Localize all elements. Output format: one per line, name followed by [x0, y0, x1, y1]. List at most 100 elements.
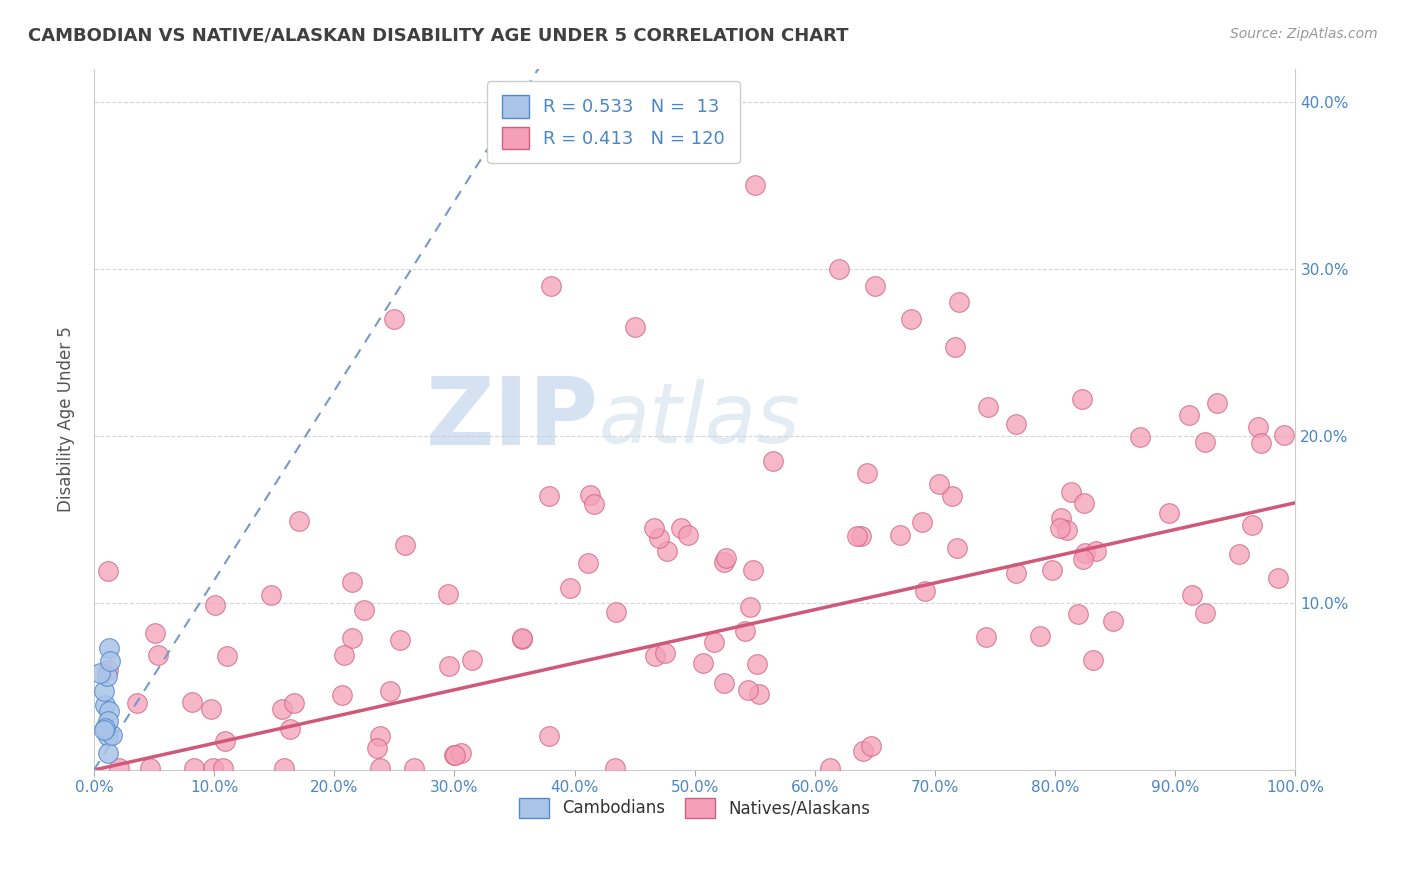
Legend: Cambodians, Natives/Alaskans: Cambodians, Natives/Alaskans	[512, 791, 877, 825]
Point	[273, 761, 295, 775]
Point	[818, 761, 841, 775]
Point	[1060, 485, 1083, 500]
Point	[107, 761, 129, 775]
Point	[96, 669, 118, 683]
Point	[202, 761, 225, 775]
Text: ZIP: ZIP	[426, 373, 599, 466]
Point	[745, 657, 768, 671]
Point	[851, 529, 873, 543]
Point	[603, 761, 626, 775]
Point	[1029, 629, 1052, 643]
Y-axis label: Disability Age Under 5: Disability Age Under 5	[58, 326, 75, 512]
Point	[145, 626, 167, 640]
Point	[389, 632, 412, 647]
Point	[1181, 588, 1204, 602]
Point	[98, 704, 121, 718]
Point	[138, 761, 160, 775]
Point	[943, 340, 966, 354]
Point	[1004, 417, 1026, 432]
Point	[914, 583, 936, 598]
Text: atlas: atlas	[599, 379, 800, 459]
Point	[1049, 521, 1071, 535]
Point	[582, 497, 605, 511]
Point	[1206, 395, 1229, 409]
Point	[450, 746, 472, 760]
Point	[101, 728, 124, 742]
Point	[669, 521, 692, 535]
Point	[948, 295, 970, 310]
Point	[977, 401, 1000, 415]
Point	[540, 278, 562, 293]
Point	[461, 653, 484, 667]
Point	[510, 632, 533, 646]
Point	[340, 631, 363, 645]
Point	[703, 634, 725, 648]
Point	[89, 665, 111, 680]
Point	[911, 515, 934, 529]
Point	[1081, 653, 1104, 667]
Point	[1074, 546, 1097, 560]
Point	[889, 527, 911, 541]
Point	[146, 648, 169, 663]
Point	[404, 761, 426, 775]
Point	[342, 574, 364, 589]
Point	[900, 312, 922, 326]
Point	[204, 598, 226, 612]
Point	[1070, 392, 1092, 406]
Point	[1050, 511, 1073, 525]
Point	[1267, 571, 1289, 585]
Point	[183, 761, 205, 775]
Point	[200, 702, 222, 716]
Point	[382, 312, 405, 326]
Point	[1085, 543, 1108, 558]
Point	[97, 663, 120, 677]
Point	[394, 538, 416, 552]
Point	[97, 746, 120, 760]
Point	[859, 739, 882, 754]
Point	[1272, 428, 1295, 442]
Point	[283, 696, 305, 710]
Point	[560, 582, 582, 596]
Point	[744, 178, 766, 193]
Point	[215, 648, 238, 663]
Point	[762, 454, 785, 468]
Point	[510, 632, 533, 647]
Point	[576, 556, 599, 570]
Point	[93, 698, 115, 713]
Point	[716, 551, 738, 566]
Point	[443, 747, 465, 762]
Point	[941, 488, 963, 502]
Point	[537, 489, 560, 503]
Point	[1178, 409, 1201, 423]
Point	[644, 648, 666, 663]
Point	[692, 656, 714, 670]
Point	[928, 477, 950, 491]
Point	[260, 589, 283, 603]
Point	[333, 648, 356, 663]
Point	[828, 262, 851, 277]
Point	[97, 564, 120, 578]
Point	[1194, 434, 1216, 449]
Point	[1056, 523, 1078, 537]
Point	[846, 529, 869, 543]
Point	[1005, 566, 1028, 581]
Point	[578, 488, 600, 502]
Point	[181, 695, 204, 709]
Point	[856, 467, 879, 481]
Point	[366, 741, 388, 756]
Point	[713, 555, 735, 569]
Point	[1129, 430, 1152, 444]
Point	[353, 603, 375, 617]
Point	[654, 646, 676, 660]
Point	[127, 697, 149, 711]
Point	[288, 514, 311, 528]
Point	[93, 723, 115, 738]
Text: Source: ZipAtlas.com: Source: ZipAtlas.com	[1230, 27, 1378, 41]
Point	[742, 563, 765, 577]
Point	[93, 721, 115, 735]
Point	[852, 744, 875, 758]
Point	[444, 748, 467, 763]
Point	[748, 687, 770, 701]
Point	[1071, 551, 1094, 566]
Point	[330, 688, 353, 702]
